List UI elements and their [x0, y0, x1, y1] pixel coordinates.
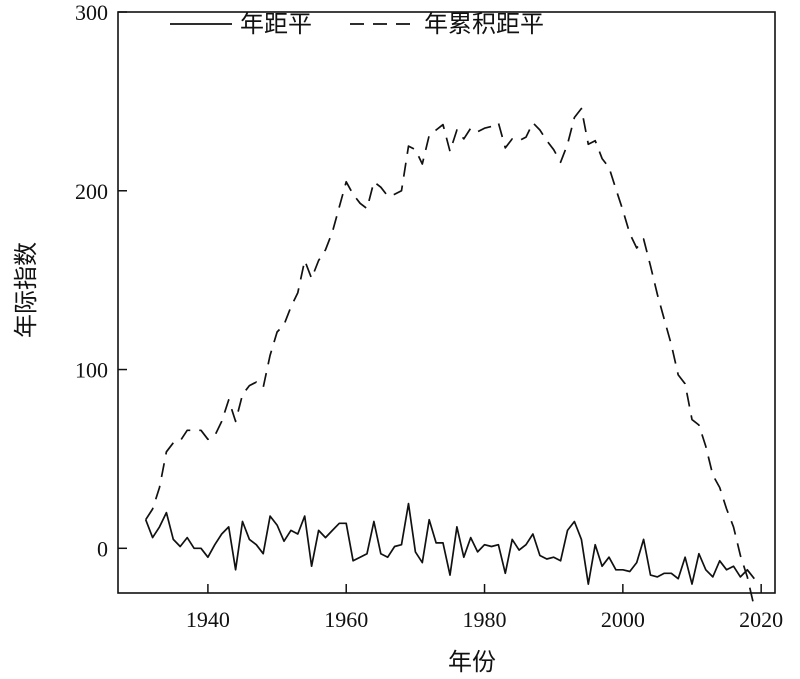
plot-frame [117, 11, 776, 594]
y-tick-label: 300 [75, 0, 108, 25]
x-tick-label: 1940 [186, 607, 230, 632]
legend-label: 年距平 [240, 10, 312, 38]
series-line-annual-anomaly [144, 502, 755, 585]
y-tick-label: 200 [75, 179, 108, 204]
axes: 1940 1960 1980 2000 2020 0 100 200 300 [75, 0, 783, 632]
x-axis-label: 年份 [448, 648, 496, 676]
legend-label: 年累积距平 [424, 10, 544, 38]
y-axis-label: 年际指数 [12, 242, 40, 338]
legend: 年距平 年累积距平 [170, 10, 544, 38]
series-layer [144, 107, 756, 608]
x-tick-label: 2020 [739, 607, 783, 632]
y-tick-label: 100 [75, 358, 108, 383]
series-line-cumulative-anomaly [144, 107, 756, 608]
x-tick-label: 2000 [601, 607, 645, 632]
x-tick-label: 1960 [324, 607, 368, 632]
x-tick-label: 1980 [463, 607, 507, 632]
y-tick-label: 0 [97, 536, 108, 561]
